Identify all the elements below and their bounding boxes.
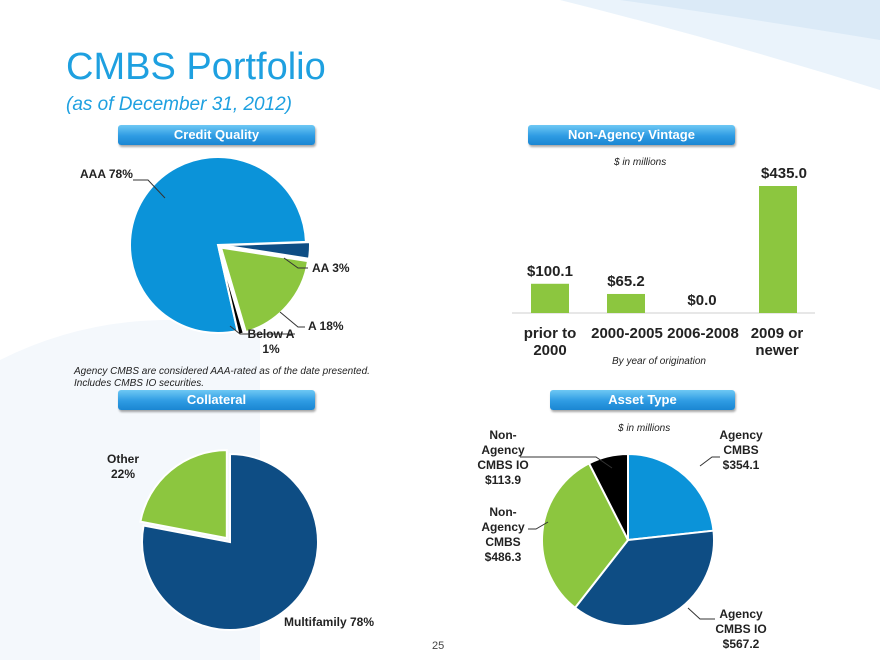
label-agency-io-l1: Agency: [719, 607, 763, 621]
asset-unit-label: $ in millions: [618, 423, 671, 434]
vintage-tick-label-4-2: newer: [755, 342, 799, 359]
label-below-a-line1: Below A: [247, 327, 295, 341]
collateral-header: Collateral: [118, 390, 315, 410]
label-a: A 18%: [308, 319, 344, 333]
vintage-unit-label: $ in millions: [614, 157, 667, 168]
page-title: CMBS Portfolio: [66, 46, 326, 88]
leader-agency-io: [687, 607, 715, 620]
label-agency: Agency CMBS $354.1: [708, 428, 774, 473]
label-nonagency-l1: Non-: [489, 505, 517, 519]
pie-slice-multifamily-78: [141, 452, 319, 631]
label-leader-lines: [133, 179, 720, 620]
label-agency-io-l2: CMBS IO: [715, 622, 767, 636]
leader-nonagency-io: [520, 456, 613, 469]
vintage-xlabel: By year of origination: [612, 356, 706, 367]
vintage-bar-prior-to-2000: [531, 283, 569, 313]
label-agency-io-l3: $567.2: [722, 637, 760, 651]
leader-nonagency: [528, 521, 549, 530]
pie-slice-other-22: [139, 449, 228, 540]
label-nonagency-io-l2: Agency: [481, 443, 525, 457]
label-agency-l1: Agency: [719, 428, 763, 442]
vintage-tick-label-1-2: 2000: [533, 342, 566, 359]
label-below-a: Below A 1%: [246, 327, 296, 357]
vintage-tick-label-3-1: 2006-2008: [667, 325, 739, 342]
label-nonagency-l3: CMBS: [485, 535, 521, 549]
vintage-bar-2000-2005: [607, 293, 645, 313]
vintage-tick-label-2-1: 2000-2005: [591, 325, 663, 342]
label-agency-io: Agency CMBS IO $567.2: [706, 607, 776, 652]
label-nonagency-l4: $486.3: [484, 550, 522, 564]
vintage-bar-2009-or-newer: [759, 186, 797, 313]
label-multifamily: Multifamily 78%: [284, 615, 375, 629]
note-line2: Includes CMBS IO securities.: [74, 378, 205, 389]
note-line1: Agency CMBS are considered AAA-rated as …: [74, 366, 370, 377]
label-nonagency-io-l1: Non-: [489, 428, 517, 442]
pie-slice-agency-cmbs-io-567-2: [573, 529, 715, 627]
vintage-data-label-4: $435.0: [761, 165, 807, 182]
label-other-line2: 22%: [110, 467, 136, 481]
vintage-tick-label-1-1: prior to: [524, 325, 577, 342]
label-aaa: AAA 78%: [80, 167, 133, 181]
non-agency-vintage-header: Non-Agency Vintage: [528, 125, 735, 145]
pie-slice-aa-3: [221, 241, 311, 260]
label-agency-l2: CMBS: [723, 443, 759, 457]
collateral-pie: [139, 449, 319, 631]
label-aa: AA 3%: [312, 261, 350, 275]
label-nonagency-io-l3: CMBS IO: [477, 458, 529, 472]
label-other-line1: Other: [106, 452, 139, 466]
label-below-a-line2: 1%: [262, 342, 280, 356]
leader-aa: [283, 257, 308, 269]
label-agency-l3: $354.1: [722, 458, 760, 472]
credit-quality-note: Agency CMBS are considered AAA-rated as …: [74, 366, 370, 390]
pie-slice-aaa-78: [129, 156, 307, 334]
page-subtitle: (as of December 31, 2012): [66, 94, 293, 115]
credit-quality-pie: [129, 156, 311, 336]
credit-quality-header: Credit Quality: [118, 125, 315, 145]
leader-agency: [699, 456, 720, 467]
label-nonagency: Non- Agency CMBS $486.3: [474, 505, 532, 565]
label-nonagency-io: Non- Agency CMBS IO $113.9: [470, 428, 536, 488]
leader-below-a: [229, 325, 295, 335]
vintage-data-label-2: $65.2: [607, 273, 645, 290]
label-other: Other 22%: [106, 452, 140, 482]
vintage-data-label-3: $0.0: [687, 292, 716, 309]
label-nonagency-l2: Agency: [481, 520, 525, 534]
page-number: 25: [432, 640, 445, 652]
pie-slice-agency-cmbs-354-1: [627, 452, 715, 542]
asset-type-header: Asset Type: [550, 390, 735, 410]
vintage-tick-label-4-1: 2009 or: [751, 325, 804, 342]
pie-slice-a-18: [219, 246, 310, 334]
pie-slice-non-agency-cmbs-io-113-9: [587, 452, 629, 541]
leader-a: [279, 311, 305, 328]
label-nonagency-io-l4: $113.9: [484, 473, 522, 487]
leader-aaa: [133, 179, 166, 199]
asset-type-pie: [541, 452, 715, 627]
vintage-data-label-1: $100.1: [527, 263, 573, 280]
